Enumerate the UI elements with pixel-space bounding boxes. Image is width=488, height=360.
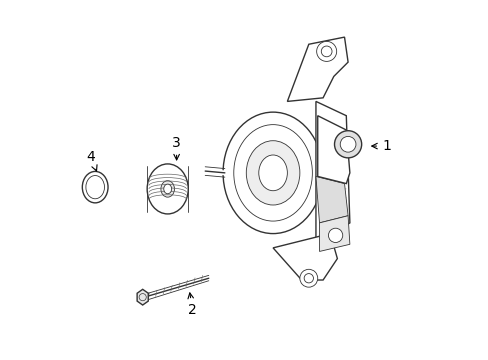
- Ellipse shape: [82, 171, 108, 203]
- Ellipse shape: [161, 181, 174, 197]
- Ellipse shape: [246, 141, 299, 205]
- Polygon shape: [287, 37, 347, 102]
- Polygon shape: [319, 216, 349, 251]
- Polygon shape: [315, 176, 347, 223]
- Ellipse shape: [163, 184, 171, 194]
- Circle shape: [316, 41, 336, 62]
- Text: 1: 1: [371, 139, 390, 153]
- Ellipse shape: [258, 155, 287, 191]
- Polygon shape: [317, 116, 349, 184]
- Polygon shape: [315, 102, 349, 244]
- Ellipse shape: [147, 164, 188, 214]
- Circle shape: [299, 269, 317, 287]
- Ellipse shape: [223, 112, 323, 234]
- Circle shape: [334, 131, 361, 158]
- Polygon shape: [137, 289, 148, 305]
- Polygon shape: [272, 234, 337, 280]
- Text: 4: 4: [86, 150, 97, 171]
- Circle shape: [340, 136, 355, 152]
- Text: 2: 2: [187, 293, 197, 317]
- Text: 3: 3: [172, 136, 181, 160]
- Circle shape: [328, 228, 342, 243]
